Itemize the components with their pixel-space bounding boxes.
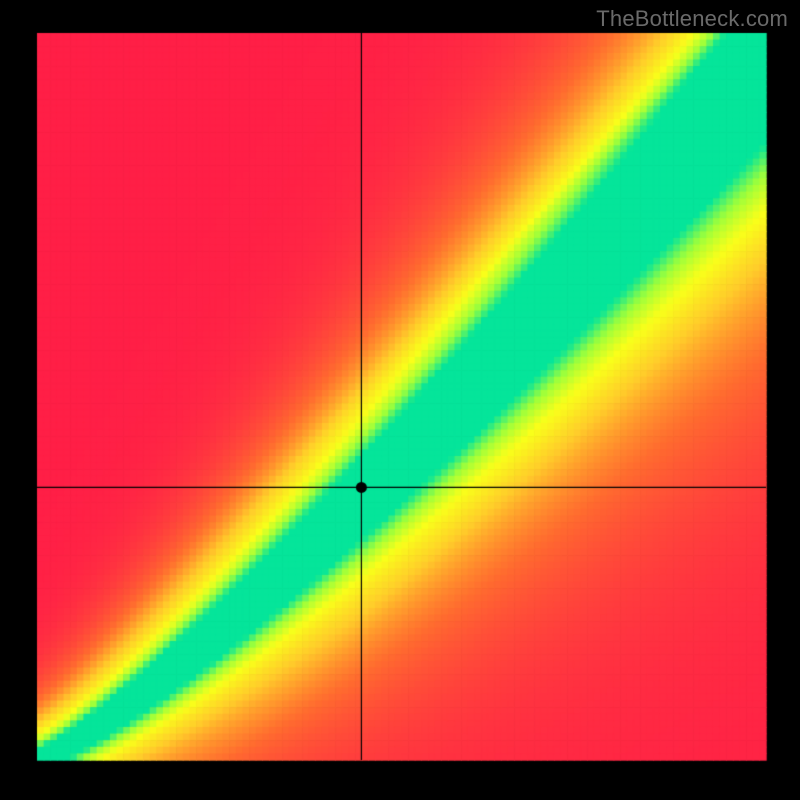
- watermark-text: TheBottleneck.com: [596, 6, 788, 32]
- bottleneck-heatmap: [0, 0, 800, 800]
- chart-container: TheBottleneck.com: [0, 0, 800, 800]
